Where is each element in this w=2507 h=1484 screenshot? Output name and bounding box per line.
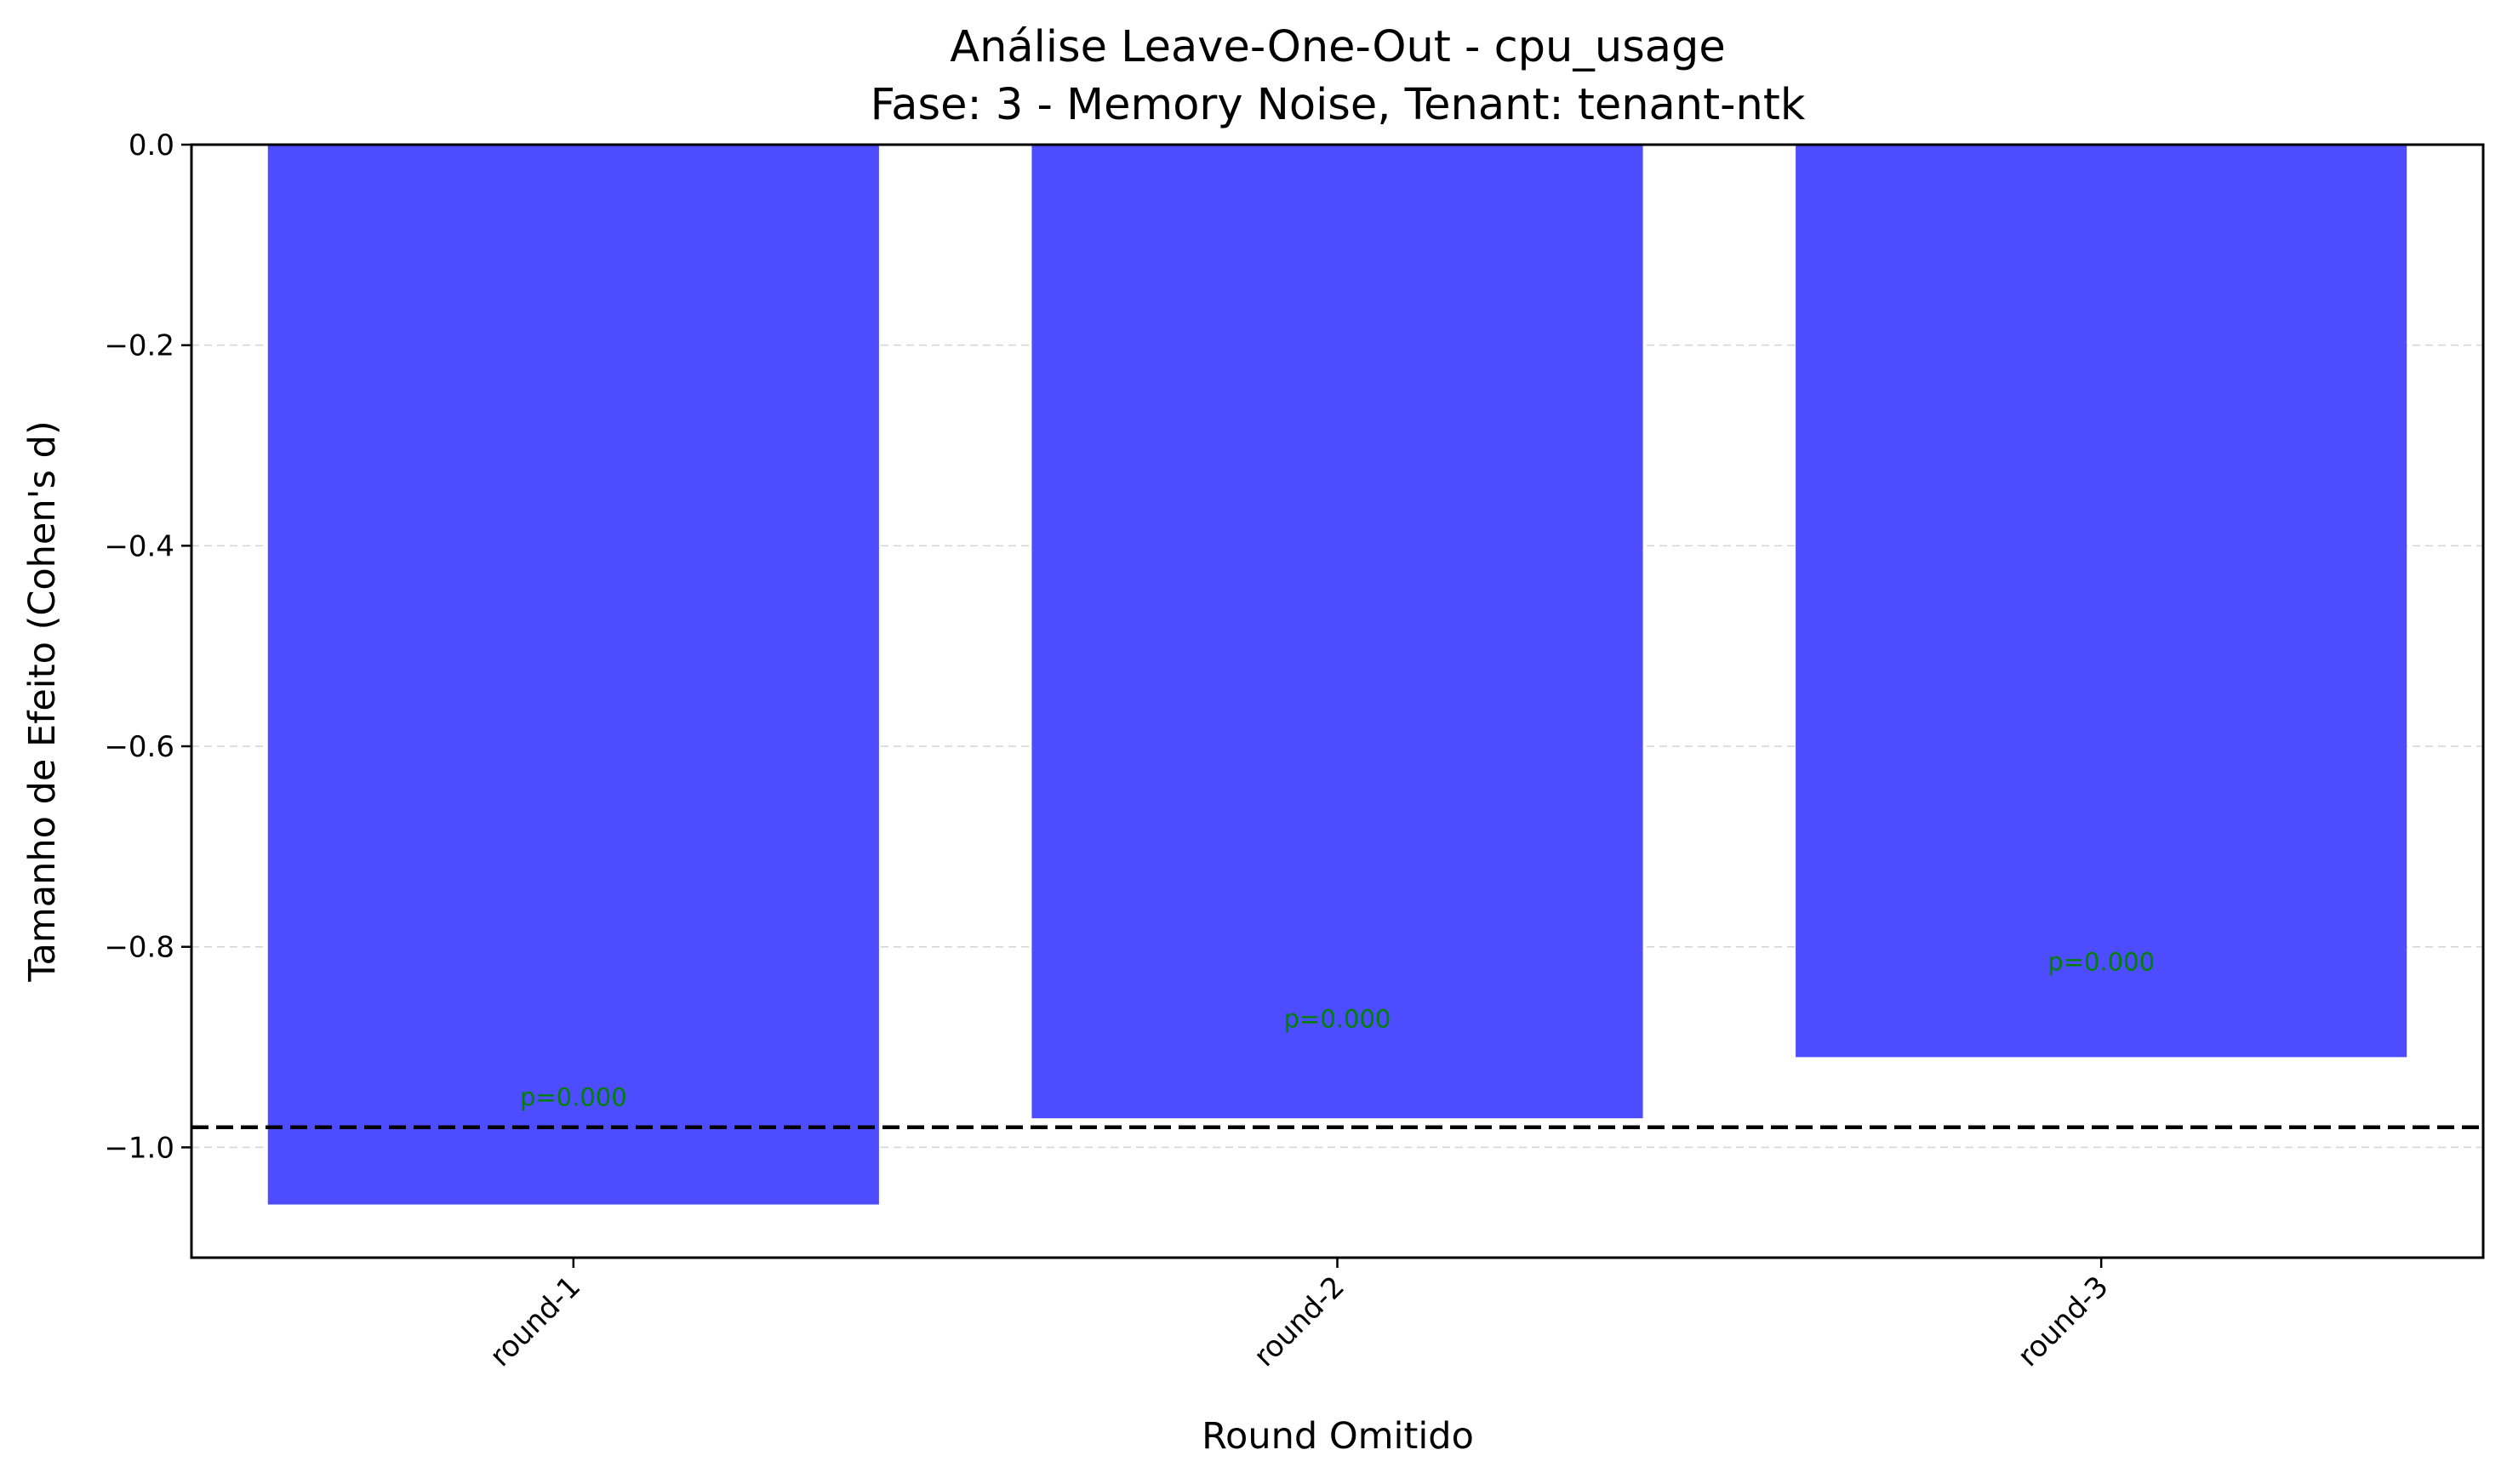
chart-subtitle: Fase: 3 - Memory Noise, Tenant: tenant-n… (871, 80, 1806, 130)
x-axis: round-1 round-2 round-3 (483, 1258, 2116, 1373)
chart-title: Análise Leave-One-Out - cpu_usage (950, 22, 1726, 72)
y-tick-label: −0.6 (104, 730, 174, 764)
bar-labels: p=0.000 p=0.000 p=0.000 (520, 947, 2155, 1111)
bar-pvalue-label: p=0.000 (520, 1082, 627, 1111)
bars (267, 145, 2407, 1205)
y-axis: 0.0 −0.2 −0.4 −0.6 −0.8 −1.0 (104, 128, 191, 1165)
bar (1796, 145, 2407, 1058)
bar-pvalue-label: p=0.000 (1284, 1005, 1391, 1034)
bar-pvalue-label: p=0.000 (2047, 947, 2155, 976)
chart-title-group: Análise Leave-One-Out - cpu_usage Fase: … (871, 22, 1806, 130)
x-tick-label: round-3 (2011, 1270, 2115, 1373)
y-tick-label: −1.0 (104, 1131, 174, 1165)
y-tick-label: −0.4 (104, 529, 174, 563)
bar (1031, 145, 1643, 1119)
x-axis-label: Round Omitido (1202, 1415, 1474, 1458)
x-tick-label: round-1 (483, 1270, 587, 1373)
y-axis-label: Tamanho de Efeito (Cohen's d) (21, 420, 64, 982)
y-tick-label: −0.2 (104, 329, 174, 363)
bar (267, 145, 879, 1205)
y-tick-label: 0.0 (128, 128, 174, 163)
x-tick-label: round-2 (1248, 1270, 1351, 1373)
y-tick-label: −0.8 (104, 931, 174, 965)
